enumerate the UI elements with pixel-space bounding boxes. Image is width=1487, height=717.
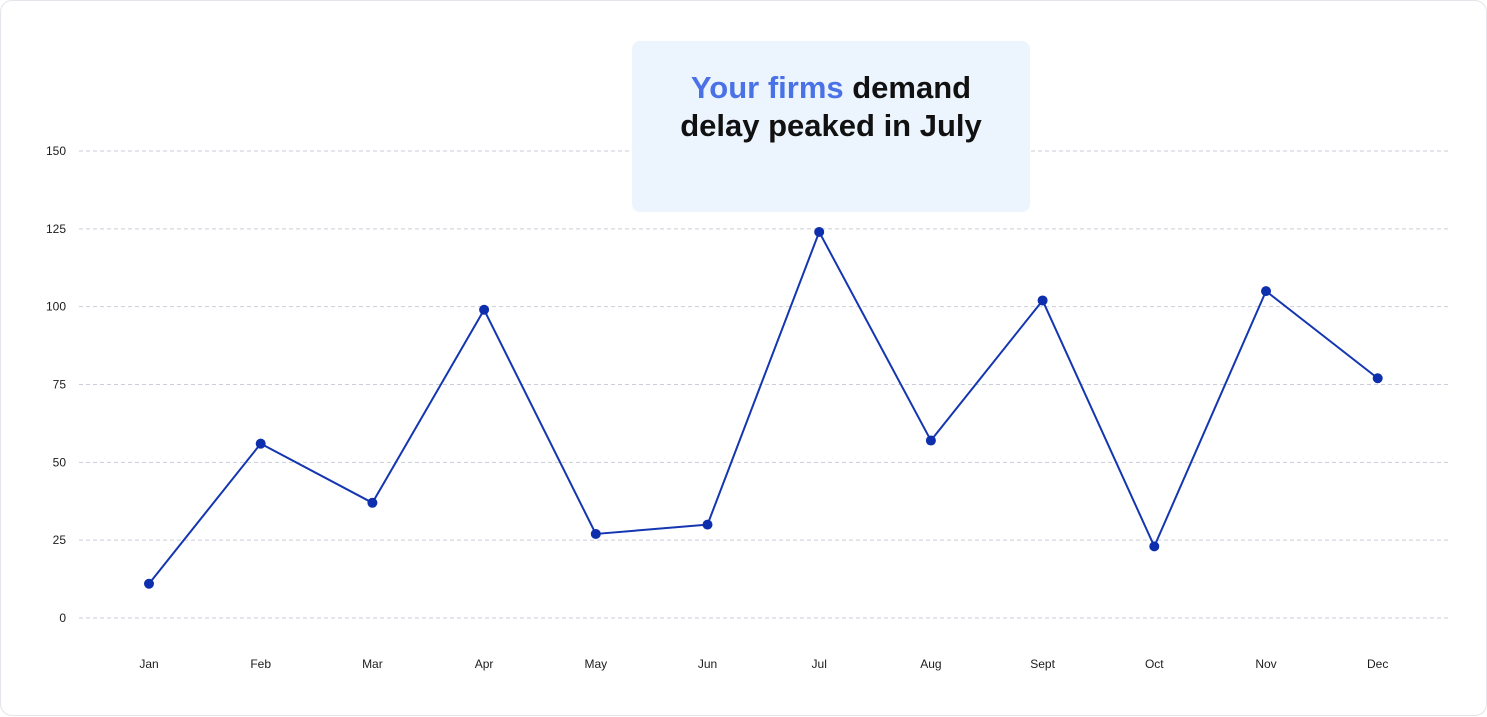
y-tick-label: 125	[46, 222, 66, 236]
data-point[interactable]	[702, 519, 713, 530]
y-tick-label: 50	[53, 455, 67, 469]
x-tick-label: Feb	[250, 657, 271, 671]
data-point[interactable]	[367, 497, 378, 508]
callout-highlight: Your firms	[690, 70, 844, 105]
data-point[interactable]	[144, 578, 154, 589]
data-point[interactable]	[479, 304, 490, 315]
y-tick-label: 100	[46, 300, 66, 314]
data-point[interactable]	[1261, 286, 1271, 297]
x-tick-label: Nov	[1255, 657, 1276, 671]
data-point[interactable]	[255, 438, 266, 449]
x-tick-label: Dec	[1367, 657, 1388, 671]
data-point[interactable]	[1037, 295, 1048, 306]
y-tick-label: 75	[53, 378, 67, 392]
x-tick-label: Jul	[812, 657, 827, 671]
x-tick-label: May	[584, 657, 607, 671]
data-point[interactable]	[925, 435, 936, 446]
data-point[interactable]	[1372, 373, 1383, 384]
insight-callout: Your firms demand delay peaked in July	[632, 41, 1030, 212]
x-tick-label: Jun	[698, 657, 717, 671]
y-tick-label: 0	[59, 611, 66, 625]
x-tick-label: Sept	[1030, 657, 1055, 671]
data-point[interactable]	[590, 528, 601, 539]
series-line	[148, 230, 1379, 585]
y-axis-ticks: 0 25 50 75 100 125 150	[46, 144, 66, 625]
y-tick-label: 25	[53, 533, 67, 547]
grid-lines	[79, 150, 1448, 619]
x-axis-ticks: Jan Feb Mar Apr May Jun Jul Aug Sept Oct Nov Dec	[139, 657, 1388, 671]
data-point[interactable]	[814, 226, 825, 237]
y-tick-label: 150	[46, 144, 66, 158]
callout-text: demand delay peaked in July	[680, 70, 982, 143]
x-tick-label: Oct	[1145, 657, 1164, 671]
x-tick-label: Jan	[139, 657, 158, 671]
x-tick-label: Apr	[475, 657, 494, 671]
x-tick-label: Mar	[362, 657, 383, 671]
data-point[interactable]	[1149, 541, 1160, 552]
series-layer	[144, 226, 1383, 589]
x-tick-label: Aug	[920, 657, 941, 671]
